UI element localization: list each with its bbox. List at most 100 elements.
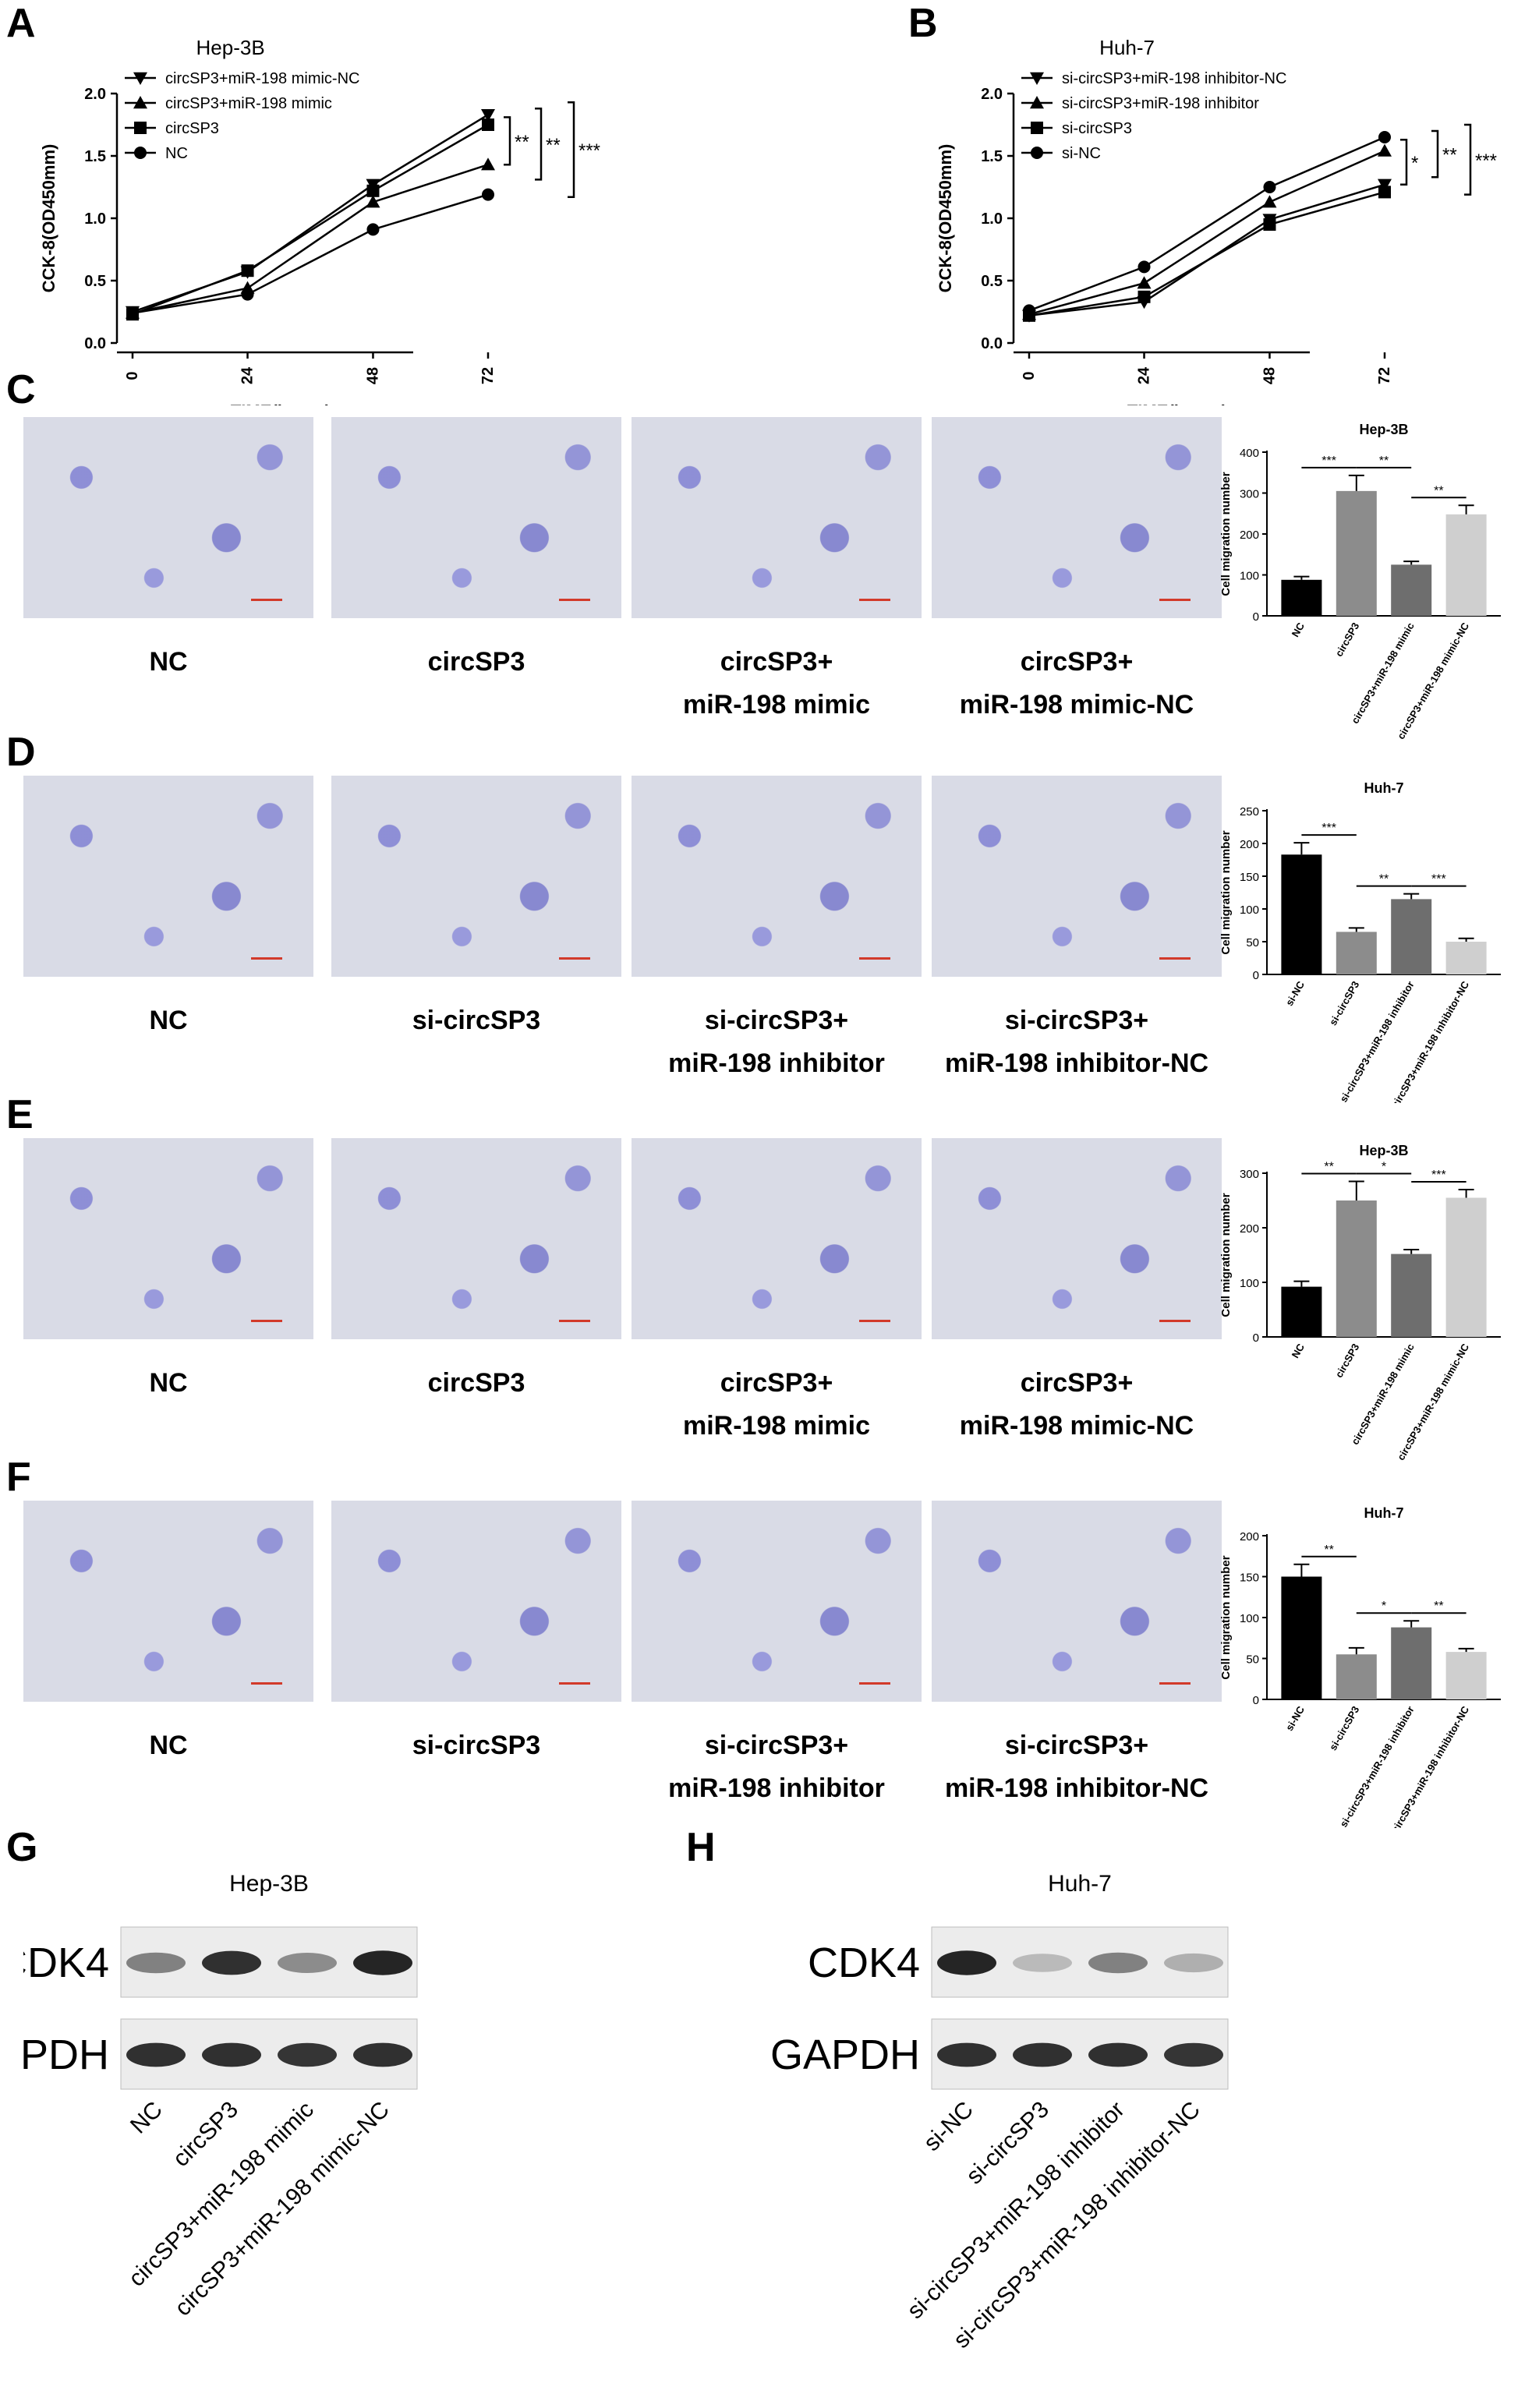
micrograph-image [23, 417, 313, 618]
x-tick-label: si-circSP3 [1327, 979, 1361, 1027]
micrograph-image [331, 1138, 621, 1339]
chart-title: Hep-3B [196, 36, 265, 59]
y-tick-label: 0 [1253, 610, 1259, 624]
y-tick-label: 0.0 [981, 335, 1003, 352]
x-tick-label: si-NC [1283, 1703, 1307, 1732]
y-tick-label: 200 [1240, 838, 1259, 851]
y-tick-label: 100 [1240, 903, 1259, 917]
protein-band [278, 2042, 337, 2067]
significance-bracket [535, 107, 543, 181]
legend-label: NC [165, 145, 188, 162]
y-tick-label: 50 [1246, 1653, 1259, 1667]
x-tick-label: circSP3 [1333, 621, 1362, 659]
micrograph-image [932, 1501, 1222, 1702]
legend-label: si-circSP3+miR-198 inhibitor [1062, 95, 1259, 112]
x-tick-label: circSP3 [1333, 1342, 1362, 1380]
micrograph-label: si-circSP3+ [704, 1731, 849, 1760]
protein-band [1088, 1952, 1148, 1974]
significance-label: *** [1431, 873, 1446, 886]
x-tick-label: 72 [479, 367, 497, 384]
panel-label-e: E [6, 1092, 34, 1137]
bar [1445, 514, 1487, 616]
micrograph-label: circSP3 [427, 1368, 525, 1398]
y-axis-label: CCK-8(OD450mm) [936, 144, 955, 293]
micrograph-label: circSP3 [427, 647, 525, 677]
bar [1281, 854, 1322, 974]
scale-bar [1159, 1320, 1191, 1322]
bar [1336, 932, 1377, 974]
x-tick-label: circSP3+miR-198 mimic [1349, 621, 1417, 726]
data-point [482, 118, 494, 131]
scale-bar [1159, 1682, 1191, 1685]
legend-marker [1030, 96, 1044, 109]
bar [1281, 579, 1322, 616]
significance-bracket [568, 101, 575, 199]
micrograph-label: si-circSP3 [412, 1731, 541, 1760]
lane-label: si-NC [919, 2097, 978, 2156]
micrograph-label: NC [149, 1731, 188, 1760]
scale-bar [251, 599, 282, 601]
bar [1336, 490, 1377, 616]
bar [1281, 1576, 1322, 1699]
scale-bar [859, 957, 890, 960]
migration-bar-chart-d: Huh-7 0 50 100 150 200 250 Cell migration numbe… [1219, 780, 1501, 1103]
protein-band [937, 2042, 996, 2067]
y-tick-label: 1.0 [981, 210, 1003, 228]
protein-band [1013, 1954, 1072, 1972]
micrograph-label: miR-198 inhibitor [668, 1048, 885, 1078]
data-point [481, 109, 495, 122]
y-axis-label: Cell migration number [1219, 1193, 1233, 1317]
data-point [1137, 276, 1152, 289]
micrograph-label: si-circSP3 [412, 1006, 541, 1035]
series-line [132, 164, 489, 314]
micrograph-label: miR-198 inhibitor [668, 1773, 885, 1803]
significance-label: ** [1434, 484, 1443, 497]
y-tick-label: 100 [1240, 1277, 1259, 1290]
legend-marker [1031, 147, 1043, 159]
panel-label-a: A [6, 1, 36, 46]
micrograph-image [331, 1501, 621, 1702]
y-axis-label: CCK-8(OD450mm) [39, 144, 58, 293]
micrograph-image [932, 776, 1222, 977]
y-tick-label: 150 [1240, 871, 1259, 884]
x-tick-label: 24 [239, 366, 257, 384]
significance-bracket [1400, 138, 1408, 186]
legend-label: si-circSP3+miR-198 inhibitor-NC [1062, 70, 1286, 87]
significance-label: *** [1321, 822, 1336, 835]
x-tick-label: 24 [1136, 366, 1153, 384]
x-tick-label: 0 [1021, 371, 1038, 380]
chart-title: Hep-3B [1359, 1143, 1408, 1158]
micrograph-label: miR-198 inhibitor-NC [944, 1048, 1209, 1078]
data-point [1138, 260, 1151, 274]
significance-label: ** [1324, 1543, 1333, 1557]
micrograph-label: si-circSP3+ [704, 1006, 849, 1035]
y-tick-label: 200 [1240, 1530, 1259, 1543]
bar [1281, 1286, 1322, 1337]
panel-label-h: H [686, 1825, 716, 1870]
protein-label: CDK4 [808, 1939, 920, 1986]
bar [1336, 1200, 1377, 1337]
micrograph-image [23, 776, 313, 977]
significance-label: *** [1321, 454, 1336, 468]
micrograph-image [23, 1501, 313, 1702]
chart-title: Huh-7 [1099, 36, 1155, 59]
scale-bar [859, 599, 890, 601]
micrograph-label: circSP3+ [1020, 647, 1134, 677]
legend-marker [133, 96, 147, 109]
y-tick-label: 200 [1240, 1222, 1259, 1236]
scale-bar [559, 599, 590, 601]
cck8-line-chart-huh7: Huh-7 0.0 0.5 1.0 1.5 2.0 CCK-8(OD450mm) 0 24 48 7… [936, 36, 1497, 405]
legend-marker [133, 72, 147, 85]
protein-band [1164, 2042, 1223, 2067]
bar [1391, 1254, 1432, 1337]
y-tick-label: 50 [1246, 936, 1259, 949]
y-tick-label: 300 [1240, 488, 1259, 501]
y-tick-label: 2.0 [981, 86, 1003, 103]
micrograph-label: circSP3+ [720, 647, 833, 677]
series-line [1028, 191, 1385, 317]
scale-bar [559, 1320, 590, 1322]
y-tick-label: 150 [1240, 1572, 1259, 1585]
legend-marker [134, 147, 147, 159]
protein-band [353, 2042, 412, 2067]
panel-label-b: B [908, 1, 938, 46]
